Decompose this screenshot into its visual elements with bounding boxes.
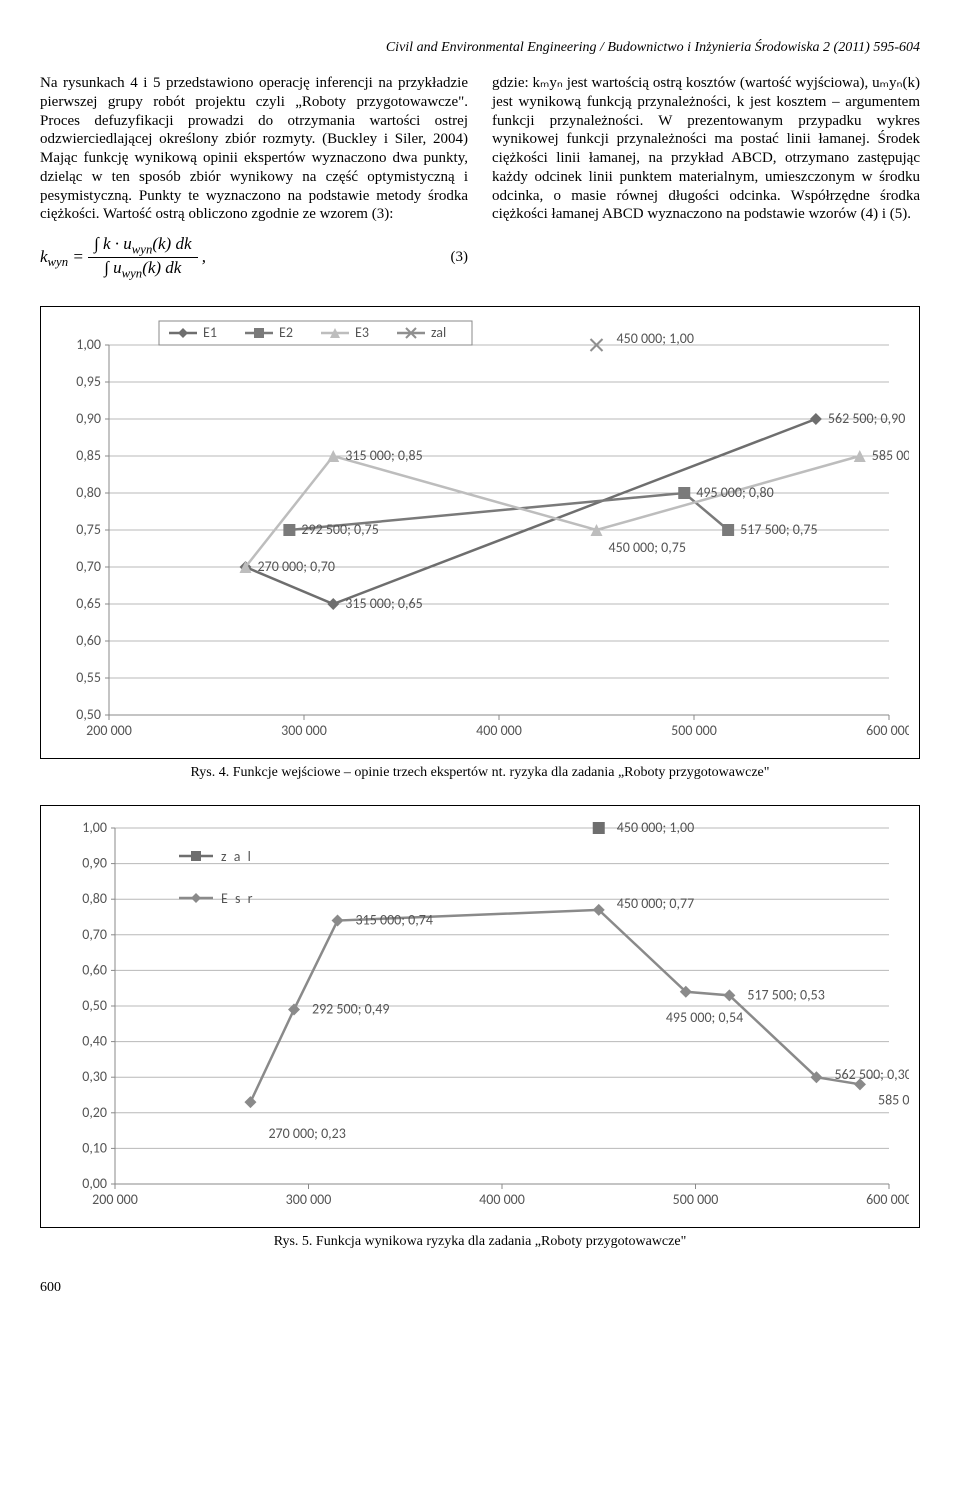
svg-text:E2: E2: [279, 324, 293, 341]
svg-text:292 500; 0,49: 292 500; 0,49: [312, 1000, 389, 1017]
equation-3: kwyn = ∫ k · uwyn(k) dk ∫ uwyn(k) dk , (…: [40, 234, 468, 282]
svg-text:0,85: 0,85: [76, 447, 101, 464]
svg-text:400 000: 400 000: [476, 722, 522, 739]
svg-text:0,75: 0,75: [76, 521, 101, 538]
svg-text:0,00: 0,00: [82, 1175, 107, 1192]
svg-text:495 000; 0,54: 495 000; 0,54: [666, 1009, 743, 1026]
svg-text:585 000; 0,85: 585 000; 0,85: [872, 447, 909, 464]
equation-number: (3): [438, 249, 468, 266]
svg-text:270 000; 0,70: 270 000; 0,70: [258, 558, 335, 575]
svg-text:450 000; 1,00: 450 000; 1,00: [617, 819, 694, 836]
svg-text:315 000; 0,65: 315 000; 0,65: [345, 595, 422, 612]
svg-text:315 000; 0,74: 315 000; 0,74: [356, 911, 433, 928]
svg-text:E1: E1: [203, 324, 217, 341]
svg-text:0,10: 0,10: [82, 1139, 107, 1156]
chart-1-container: 0,50 0,55 0,60 0,65 0,70 0,75 0,80 0,85 0,90 0,95…: [40, 306, 920, 759]
left-column-text: Na rysunkach 4 i 5 przedstawiono operacj…: [40, 74, 468, 224]
body-columns: Na rysunkach 4 i 5 przedstawiono operacj…: [40, 74, 920, 300]
svg-text:z a l: z a l: [221, 848, 253, 865]
svg-text:0,70: 0,70: [76, 558, 101, 575]
svg-text:600 000: 600 000: [866, 1191, 909, 1208]
svg-text:zal: zal: [431, 324, 446, 341]
svg-text:1,00: 1,00: [76, 336, 101, 353]
chart-2: 0,00 0,10 0,20 0,30 0,40 0,50 0,60 0,70 0,80 0,90…: [49, 814, 909, 1214]
svg-text:E3: E3: [355, 324, 369, 341]
right-column: gdzie: kₘyₙ jest wartością ostrą kosztów…: [492, 74, 920, 300]
right-column-text: gdzie: kₘyₙ jest wartością ostrą kosztów…: [492, 74, 920, 224]
svg-text:0,65: 0,65: [76, 595, 101, 612]
svg-text:0,60: 0,60: [76, 632, 101, 649]
svg-text:1,00: 1,00: [82, 819, 107, 836]
svg-text:500 000: 500 000: [671, 722, 717, 739]
svg-text:500 000: 500 000: [673, 1191, 719, 1208]
page-number: 600: [40, 1280, 920, 1296]
page-header: Civil and Environmental Engineering / Bu…: [40, 40, 920, 56]
svg-text:0,50: 0,50: [76, 706, 101, 723]
svg-text:0,20: 0,20: [82, 1104, 107, 1121]
svg-text:0,55: 0,55: [76, 669, 101, 686]
svg-text:0,90: 0,90: [82, 854, 107, 871]
svg-text:450 000; 0,77: 450 000; 0,77: [617, 895, 694, 912]
svg-text:200 000: 200 000: [86, 722, 132, 739]
svg-text:585 000; 0,28: 585 000; 0,28: [878, 1091, 909, 1108]
svg-text:E s r: E s r: [221, 890, 255, 907]
svg-text:0,40: 0,40: [82, 1032, 107, 1049]
svg-text:562 500; 0,90: 562 500; 0,90: [828, 410, 905, 427]
svg-text:450 000; 0,75: 450 000; 0,75: [609, 539, 686, 556]
svg-text:0,50: 0,50: [82, 997, 107, 1014]
chart-1: 0,50 0,55 0,60 0,65 0,70 0,75 0,80 0,85 0,90 0,95…: [49, 315, 909, 745]
svg-text:495 000; 0,80: 495 000; 0,80: [696, 484, 773, 501]
svg-text:0,70: 0,70: [82, 926, 107, 943]
svg-text:562 500; 0,30: 562 500; 0,30: [834, 1066, 909, 1083]
chart-2-container: 0,00 0,10 0,20 0,30 0,40 0,50 0,60 0,70 0,80 0,90…: [40, 805, 920, 1228]
caption-2: Rys. 5. Funkcja wynikowa ryzyka dla zada…: [40, 1234, 920, 1250]
svg-text:0,80: 0,80: [82, 890, 107, 907]
svg-text:0,30: 0,30: [82, 1068, 107, 1085]
caption-1: Rys. 4. Funkcje wejściowe – opinie trzec…: [40, 765, 920, 781]
svg-text:270 000; 0,23: 270 000; 0,23: [268, 1125, 345, 1142]
svg-text:400 000: 400 000: [479, 1191, 525, 1208]
svg-text:517 500; 0,75: 517 500; 0,75: [740, 521, 817, 538]
svg-text:0,60: 0,60: [82, 961, 107, 978]
svg-text:0,95: 0,95: [76, 373, 101, 390]
svg-text:300 000: 300 000: [286, 1191, 332, 1208]
svg-text:450 000; 1,00: 450 000; 1,00: [617, 330, 694, 347]
svg-text:517 500; 0,53: 517 500; 0,53: [747, 986, 824, 1003]
svg-text:300 000: 300 000: [281, 722, 327, 739]
svg-text:315 000; 0,85: 315 000; 0,85: [345, 447, 422, 464]
svg-text:0,90: 0,90: [76, 410, 101, 427]
svg-text:292 500; 0,75: 292 500; 0,75: [301, 521, 378, 538]
svg-text:0,80: 0,80: [76, 484, 101, 501]
left-column: Na rysunkach 4 i 5 przedstawiono operacj…: [40, 74, 468, 300]
equation-expr: kwyn = ∫ k · uwyn(k) dk ∫ uwyn(k) dk ,: [40, 234, 438, 282]
svg-text:200 000: 200 000: [92, 1191, 138, 1208]
svg-text:600 000: 600 000: [866, 722, 909, 739]
